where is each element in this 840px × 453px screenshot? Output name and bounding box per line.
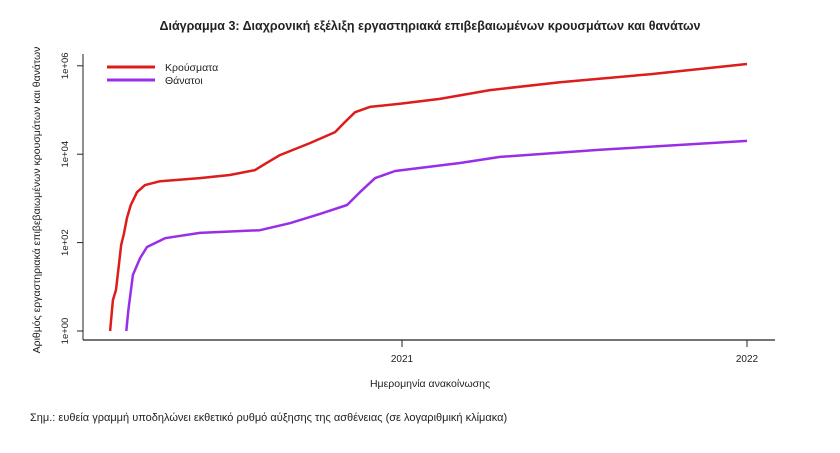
footnote: Σημ.: ευθεία γραμμή υποδηλώνει εκθετικό … <box>30 412 507 424</box>
legend: Κρούσματα Θάνατοι <box>107 62 218 87</box>
legend-label-deaths: Θάνατοι <box>165 75 203 87</box>
y-tick-label: 1e+00 <box>60 318 71 345</box>
y-tick-label: 1e+04 <box>60 141 71 168</box>
legend-label-cases: Κρούσματα <box>165 62 218 74</box>
x-axis-label: Ημερομηνία ανακοίνωσης <box>370 378 490 390</box>
y-tick-label: 1e+02 <box>60 229 71 256</box>
chart-title: Διάγραμμα 3: Διαχρονική εξέλιξη εργαστηρ… <box>159 19 700 33</box>
x-tick-label: 2021 <box>391 354 414 365</box>
series-line-0 <box>108 62 748 332</box>
x-tick-label: 2022 <box>736 354 759 365</box>
y-axis-label: Αριθμός εργαστηριακά επιβεβαιωμένων κρου… <box>31 47 43 354</box>
series-line-1 <box>125 139 748 332</box>
y-tick-label: 1e+06 <box>60 52 71 79</box>
